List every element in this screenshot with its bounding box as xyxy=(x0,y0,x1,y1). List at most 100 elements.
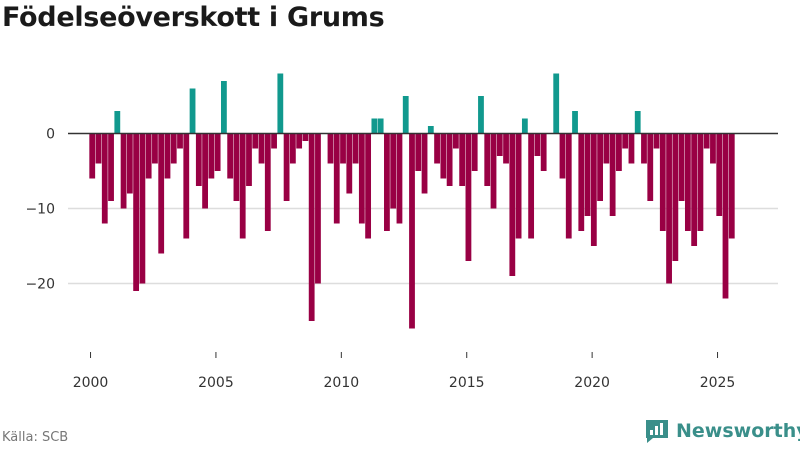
x-tick-label: 2005 xyxy=(198,375,234,391)
bar xyxy=(478,96,484,134)
bar xyxy=(616,133,622,171)
x-tick-label: 2025 xyxy=(700,375,736,391)
axis-layer: 0 −10 −20 2000 2005 2010 2015 2020 2025 xyxy=(25,127,778,391)
bar xyxy=(659,133,666,231)
bar xyxy=(352,133,359,164)
bar xyxy=(283,133,290,201)
bar xyxy=(691,133,698,246)
bar xyxy=(308,133,315,321)
bar xyxy=(415,133,422,171)
bar-layer xyxy=(89,73,735,329)
bar xyxy=(553,73,560,134)
bar xyxy=(327,133,334,164)
bar xyxy=(145,133,152,179)
bar xyxy=(452,133,459,149)
bar xyxy=(509,133,516,276)
bar xyxy=(390,133,397,209)
bar xyxy=(340,133,346,164)
bar xyxy=(597,133,603,201)
bar xyxy=(603,133,610,164)
bar xyxy=(409,133,415,329)
y-tick-label: −20 xyxy=(25,277,55,293)
bar xyxy=(434,133,440,164)
bar xyxy=(427,126,434,134)
bar xyxy=(609,133,616,216)
bar xyxy=(590,133,597,246)
bar xyxy=(421,133,428,194)
bar xyxy=(402,96,409,134)
bar xyxy=(459,133,466,186)
newsworthy-icon xyxy=(646,420,668,443)
bar xyxy=(189,88,196,134)
bar xyxy=(528,133,535,239)
y-tick-label: 0 xyxy=(46,127,55,143)
bar xyxy=(152,133,158,164)
bar xyxy=(496,133,503,156)
bar xyxy=(89,133,96,179)
bar xyxy=(440,133,447,179)
bar xyxy=(565,133,572,239)
bar xyxy=(647,133,654,201)
bar xyxy=(728,133,735,239)
bar xyxy=(358,133,365,224)
bar xyxy=(716,133,723,216)
x-tick-label: 2015 xyxy=(449,375,485,391)
chart-title: Födelseöverskott i Grums xyxy=(2,2,385,33)
bar xyxy=(95,133,102,164)
bar xyxy=(101,133,108,224)
x-tick-label: 2010 xyxy=(324,375,360,391)
bar xyxy=(139,133,146,284)
bar xyxy=(396,133,403,224)
bar xyxy=(170,133,177,164)
bar xyxy=(302,133,309,141)
bar xyxy=(108,133,114,201)
bar xyxy=(195,133,202,186)
bar xyxy=(653,133,660,149)
bar xyxy=(346,133,353,194)
bar xyxy=(239,133,246,239)
bar xyxy=(214,133,221,171)
bar xyxy=(540,133,547,171)
bar xyxy=(666,133,672,284)
bar xyxy=(221,81,227,134)
bar xyxy=(490,133,497,209)
x-tick-label: 2000 xyxy=(73,375,109,391)
bar xyxy=(158,133,165,254)
bar xyxy=(126,133,133,194)
bar xyxy=(578,133,585,231)
bar xyxy=(227,133,234,179)
bar xyxy=(377,118,384,134)
bar xyxy=(678,133,685,201)
bar xyxy=(559,133,566,179)
bar xyxy=(471,133,478,171)
bar xyxy=(246,133,252,186)
bar xyxy=(572,111,578,134)
bar xyxy=(641,133,647,164)
bar xyxy=(697,133,704,231)
x-tick-label: 2020 xyxy=(574,375,610,391)
bar xyxy=(271,133,277,149)
bar xyxy=(384,133,390,231)
bar xyxy=(584,133,591,216)
bar xyxy=(296,133,303,149)
bar xyxy=(465,133,472,261)
bar xyxy=(446,133,453,186)
bar xyxy=(722,133,729,299)
bar xyxy=(521,118,528,134)
bar xyxy=(371,118,378,134)
bar xyxy=(233,133,240,201)
bar xyxy=(208,133,215,179)
y-tick-label: −10 xyxy=(25,202,55,218)
bar xyxy=(628,133,635,164)
bar xyxy=(672,133,679,261)
bar xyxy=(710,133,716,164)
bar xyxy=(634,111,641,134)
bar xyxy=(365,133,372,239)
bar xyxy=(333,133,340,224)
bar xyxy=(484,133,491,186)
bar xyxy=(114,111,121,134)
bar xyxy=(503,133,509,164)
bar xyxy=(183,133,190,239)
bar xyxy=(264,133,271,231)
